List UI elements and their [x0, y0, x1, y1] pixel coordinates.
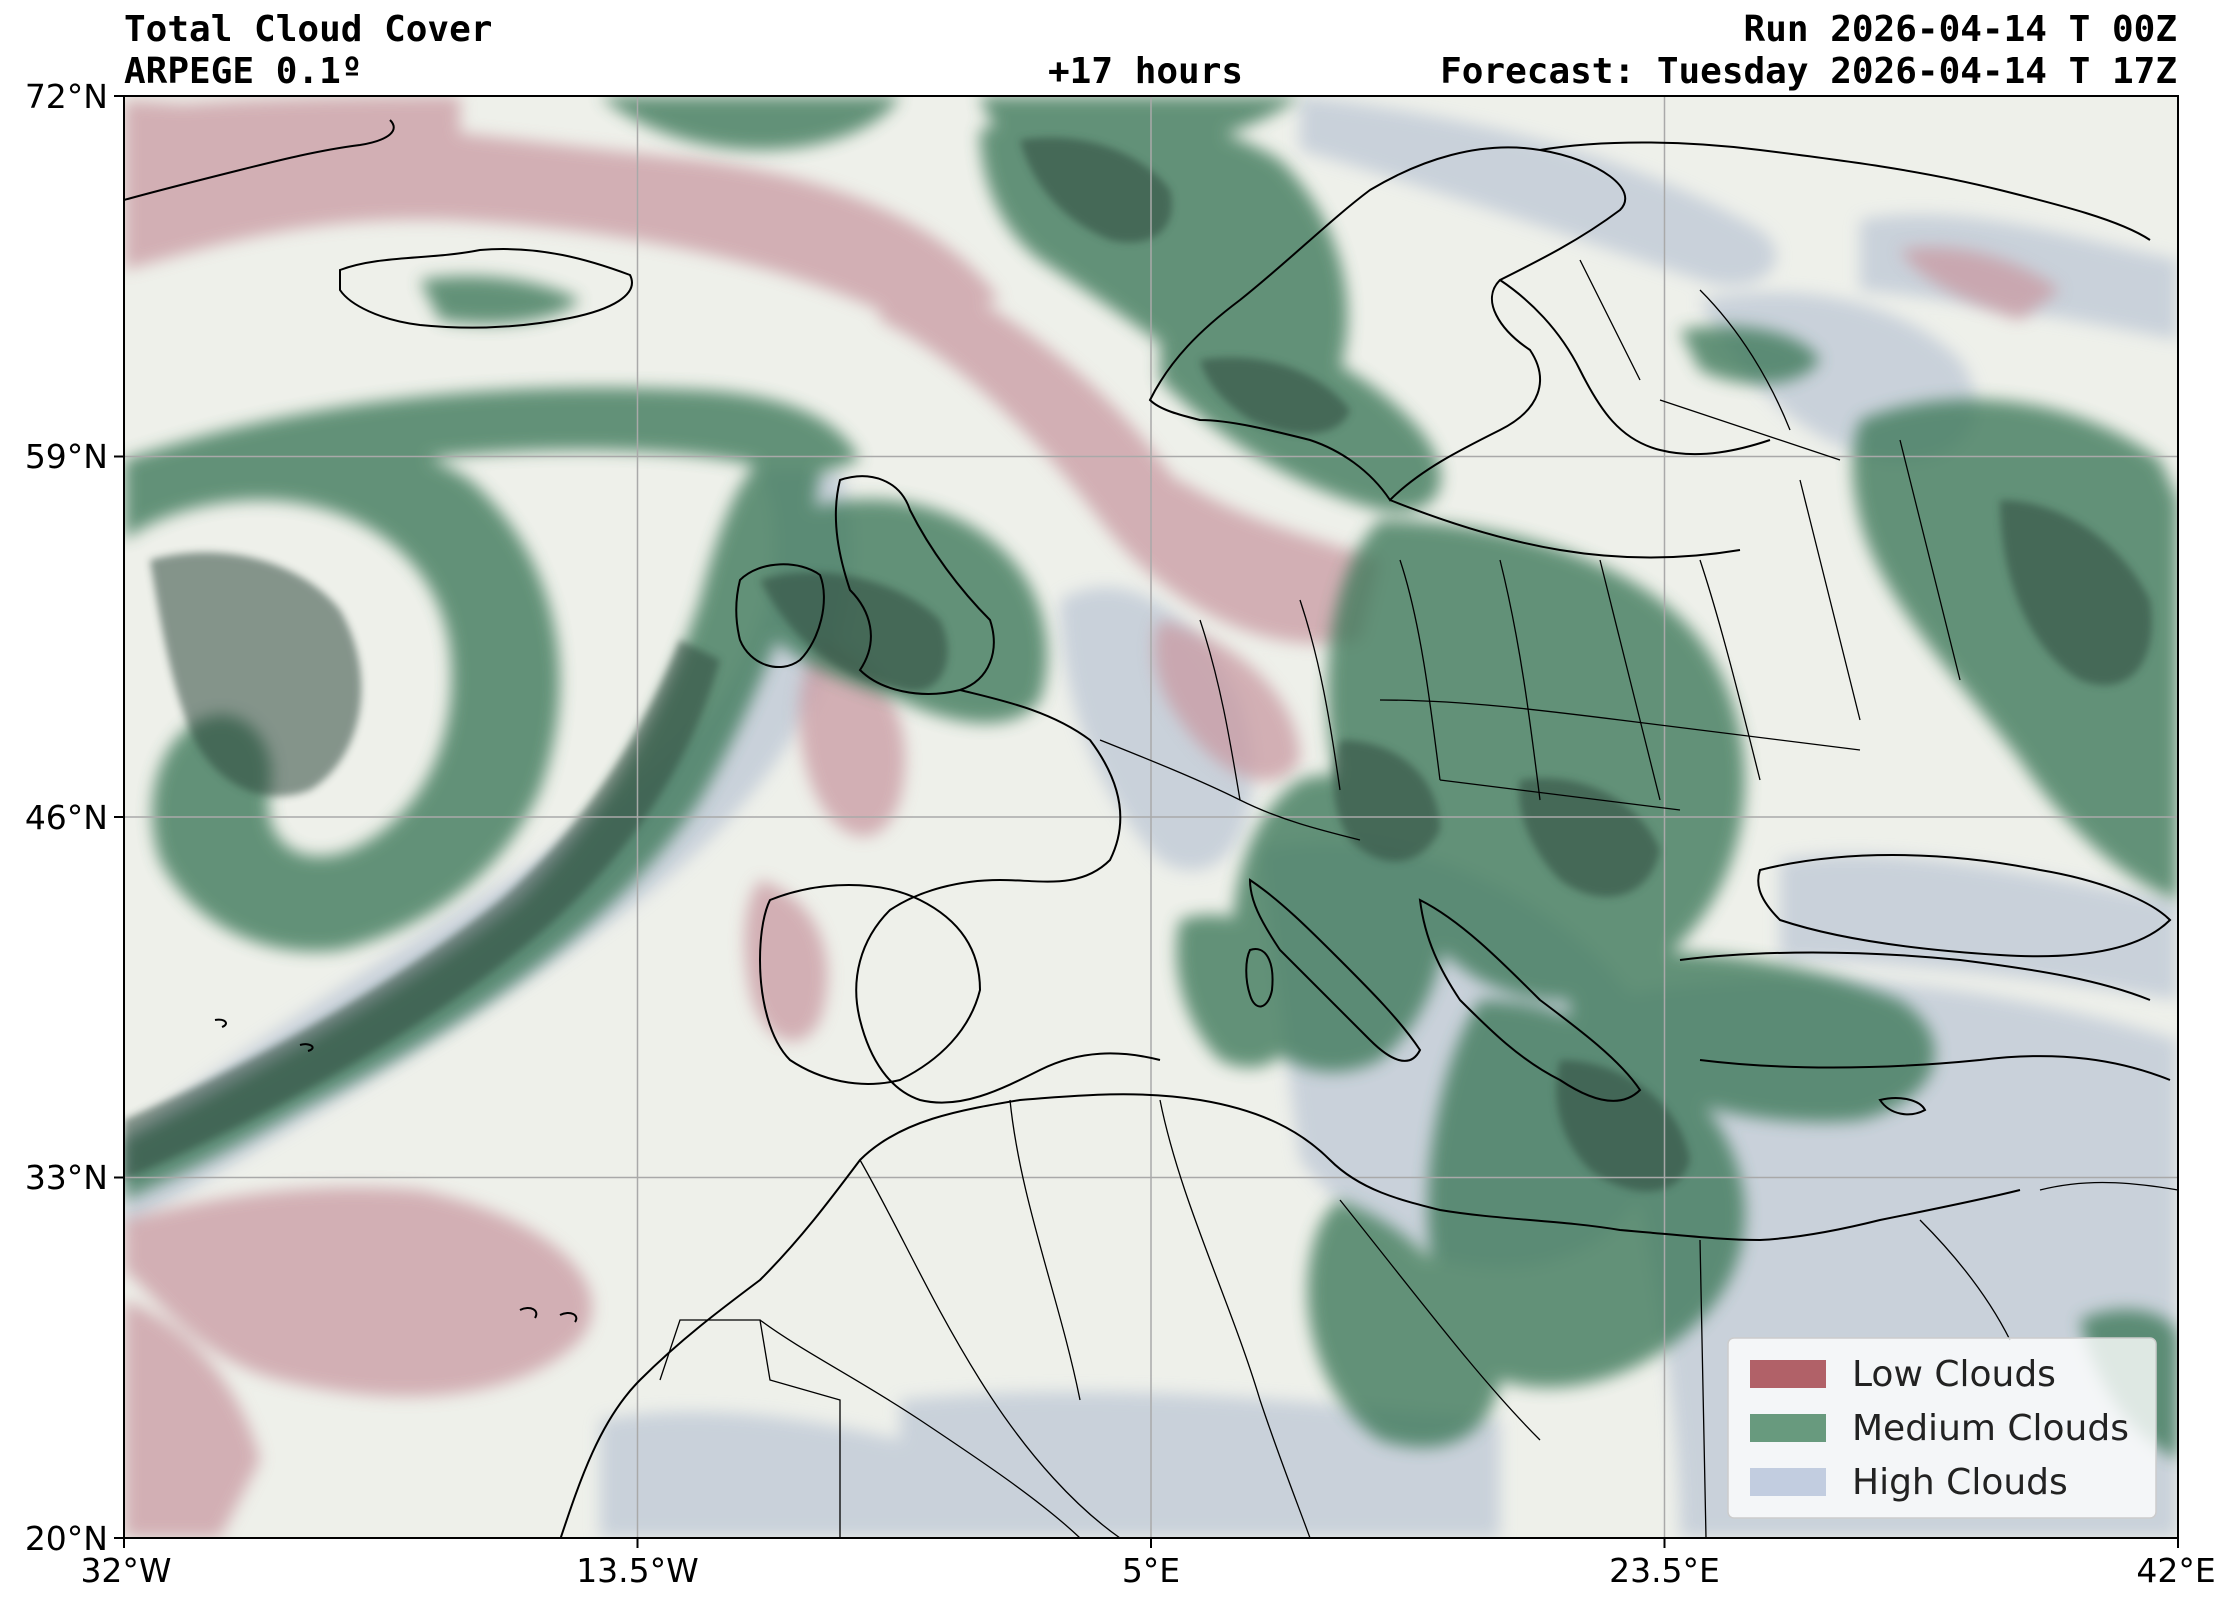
legend: Low Clouds Medium Clouds High Clouds: [1727, 1337, 2157, 1519]
lat-label: 72°N: [25, 77, 108, 116]
longitude-labels: 32°W 13.5°W 5°E 23.5°E 42°E: [80, 1551, 2215, 1590]
country-borders: [659, 259, 2178, 1538]
coastlines: [124, 119, 2172, 1538]
lat-label: 46°N: [25, 798, 108, 837]
lon-label: 32°W: [80, 1551, 171, 1590]
lon-label: 13.5°W: [576, 1551, 699, 1590]
low-clouds-layer: [124, 96, 2060, 1538]
lon-label: 5°E: [1122, 1551, 1180, 1590]
legend-label: Medium Clouds: [1852, 1408, 2129, 1449]
legend-label: High Clouds: [1852, 1462, 2068, 1503]
axis-ticks: [114, 95, 2179, 1548]
legend-box: [1727, 1337, 2157, 1519]
lon-label: 42°E: [2136, 1551, 2215, 1590]
legend-label: Low Clouds: [1852, 1354, 2056, 1395]
lat-label: 20°N: [25, 1519, 108, 1558]
graticule: [124, 96, 2178, 1538]
legend-swatch: [1750, 1360, 1826, 1388]
map-area: Low Clouds Medium Clouds High Clouds: [124, 96, 2178, 1538]
legend-swatch: [1750, 1468, 1826, 1496]
lon-label: 23.5°E: [1609, 1551, 1720, 1590]
model-label: ARPEGE 0.1º: [124, 51, 363, 92]
lead-time-label: +17 hours: [1048, 51, 1244, 92]
lat-label: 59°N: [25, 437, 108, 476]
legend-swatch: [1750, 1414, 1826, 1442]
lat-label: 33°N: [25, 1158, 108, 1197]
run-label: Run 2026-04-14 T 00Z: [1743, 9, 2177, 50]
latitude-labels: 72°N 59°N 46°N 33°N 20°N: [25, 77, 108, 1558]
chart-title: Total Cloud Cover: [124, 9, 493, 50]
forecast-label: Forecast: Tuesday 2026-04-14 T 17Z: [1440, 51, 2177, 92]
dense-cloud-cores: [124, 137, 2152, 1192]
